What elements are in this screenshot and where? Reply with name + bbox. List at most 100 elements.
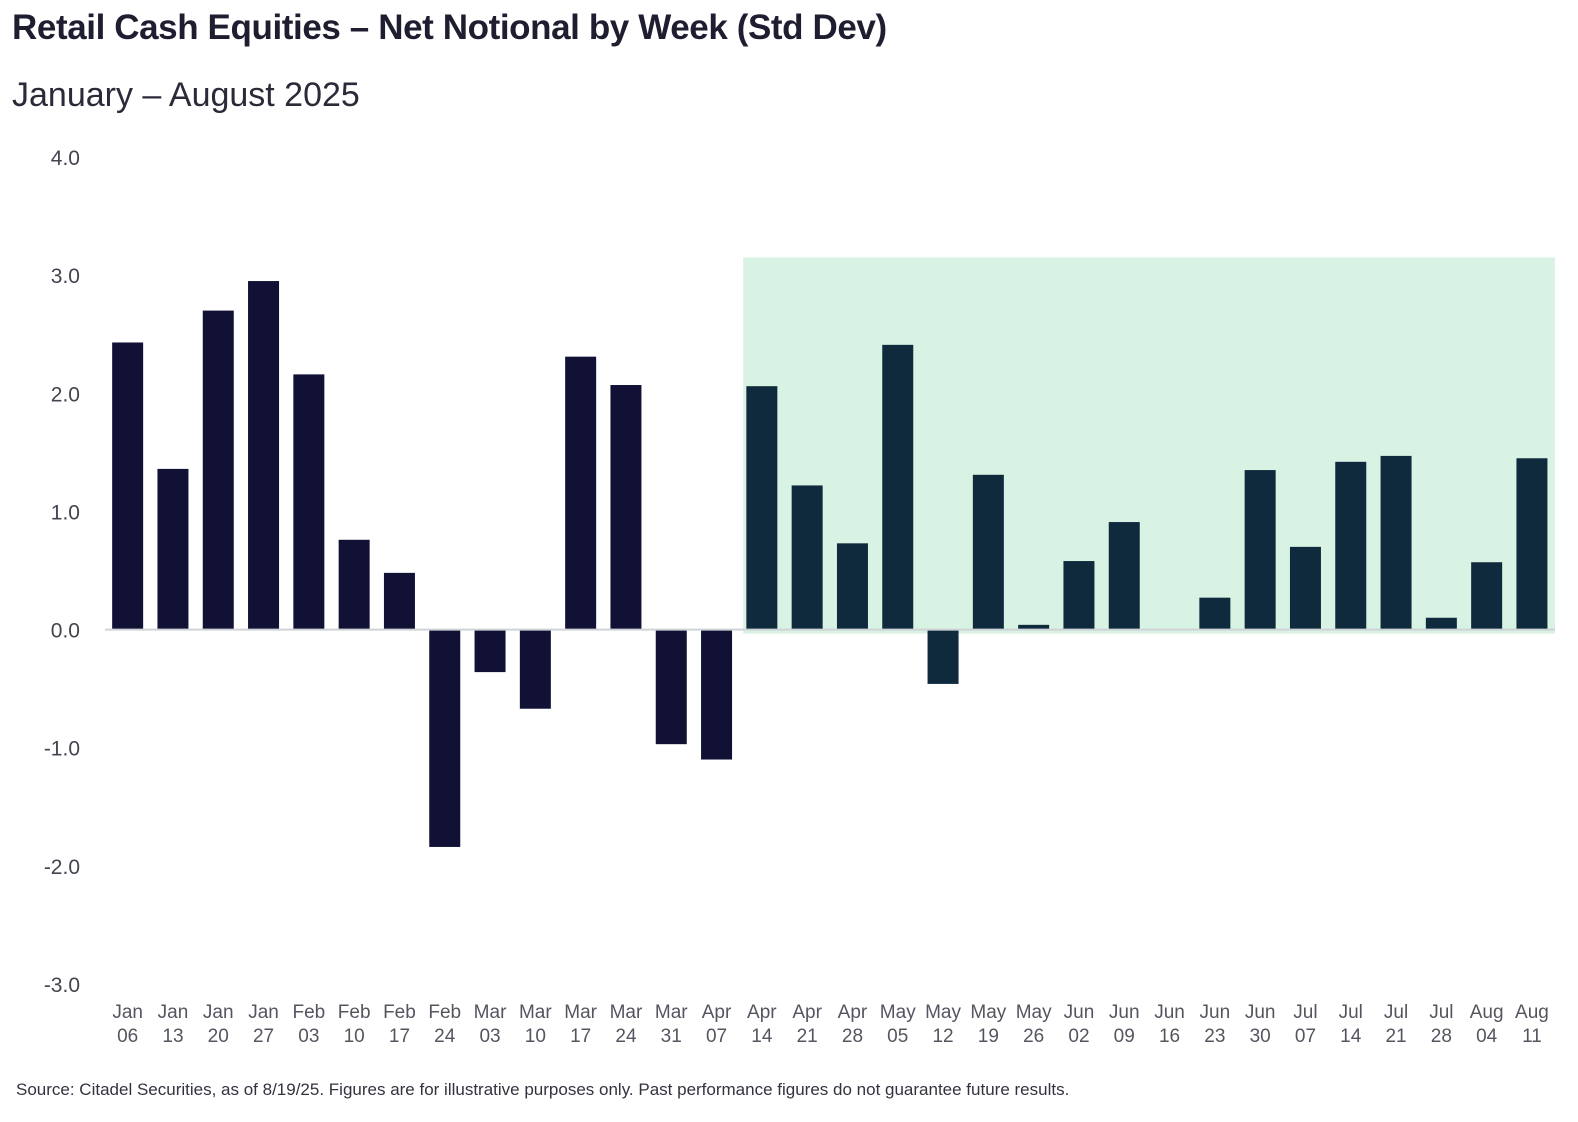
x-tick-label-month: Mar bbox=[474, 1002, 507, 1023]
x-tick-label-day: 20 bbox=[208, 1026, 229, 1047]
x-tick-label-month: Jan bbox=[248, 1002, 279, 1023]
x-tick-label-month: May bbox=[970, 1002, 1006, 1023]
bar-jun-09 bbox=[1108, 522, 1140, 630]
bar-mar-03 bbox=[474, 629, 506, 673]
bar-feb-03 bbox=[293, 374, 325, 630]
y-tick-label: -3.0 bbox=[44, 974, 80, 997]
x-tick-label-month: Jul bbox=[1339, 1002, 1363, 1023]
x-tick-label-day: 10 bbox=[525, 1026, 546, 1047]
bar-jun-02 bbox=[1063, 561, 1095, 630]
y-tick-label: 1.0 bbox=[51, 501, 80, 524]
x-tick-label-day: 23 bbox=[1204, 1026, 1225, 1047]
x-tick-label-day: 21 bbox=[797, 1026, 818, 1047]
x-tick-label-day: 12 bbox=[932, 1026, 953, 1047]
x-tick-label-day: 28 bbox=[1431, 1026, 1452, 1047]
x-tick-label-month: Apr bbox=[838, 1002, 868, 1023]
bar-jul-28 bbox=[1425, 617, 1457, 630]
x-tick-label-day: 28 bbox=[842, 1026, 863, 1047]
x-tick-label-day: 19 bbox=[978, 1026, 999, 1047]
x-tick-label-day: 24 bbox=[434, 1026, 456, 1047]
bar-jul-14 bbox=[1335, 461, 1367, 630]
x-tick-label-month: Feb bbox=[292, 1002, 325, 1023]
x-tick-label-month: Jun bbox=[1200, 1002, 1231, 1023]
x-tick-label-month: Apr bbox=[792, 1002, 822, 1023]
x-tick-label-month: Mar bbox=[564, 1002, 597, 1023]
bar-mar-10 bbox=[519, 629, 551, 709]
x-tick-label-day: 07 bbox=[1295, 1026, 1316, 1047]
x-tick-label-day: 30 bbox=[1250, 1026, 1271, 1047]
x-tick-label-month: Jan bbox=[203, 1002, 234, 1023]
bar-apr-07 bbox=[701, 629, 733, 760]
bar-jun-23 bbox=[1199, 597, 1231, 630]
bar-jun-30 bbox=[1244, 470, 1276, 630]
x-tick-label-month: Jul bbox=[1384, 1002, 1408, 1023]
y-tick-label: 3.0 bbox=[51, 265, 80, 288]
bar-may-26 bbox=[1018, 624, 1050, 630]
x-tick-label-month: May bbox=[1016, 1002, 1052, 1023]
x-tick-label-month: Jun bbox=[1109, 1002, 1140, 1023]
x-tick-label-day: 26 bbox=[1023, 1026, 1044, 1047]
bar-jan-06 bbox=[112, 342, 144, 630]
bar-aug-04 bbox=[1471, 562, 1503, 630]
x-tick-label-day: 05 bbox=[887, 1026, 908, 1047]
x-tick-label-month: May bbox=[880, 1002, 916, 1023]
x-tick-label-month: Jan bbox=[112, 1002, 143, 1023]
bar-apr-28 bbox=[836, 543, 868, 630]
x-tick-label-day: 09 bbox=[1114, 1026, 1135, 1047]
x-tick-label-month: Feb bbox=[338, 1002, 371, 1023]
x-tick-label-month: Jun bbox=[1245, 1002, 1276, 1023]
x-tick-label-month: Mar bbox=[655, 1002, 688, 1023]
x-tick-label-month: Mar bbox=[610, 1002, 643, 1023]
x-tick-label-day: 31 bbox=[661, 1026, 682, 1047]
y-tick-label: 4.0 bbox=[51, 147, 80, 170]
x-tick-label-day: 14 bbox=[1340, 1026, 1362, 1047]
x-tick-label-month: Jul bbox=[1293, 1002, 1317, 1023]
x-tick-label-day: 17 bbox=[570, 1026, 591, 1047]
x-tick-label-day: 24 bbox=[615, 1026, 637, 1047]
bar-mar-31 bbox=[655, 629, 687, 745]
x-tick-label-month: Jun bbox=[1064, 1002, 1095, 1023]
chart-subtitle: January – August 2025 bbox=[12, 76, 360, 114]
x-tick-label-month: Jul bbox=[1429, 1002, 1453, 1023]
bar-apr-14 bbox=[746, 386, 778, 630]
highlight-region bbox=[743, 257, 1555, 634]
bar-feb-10 bbox=[338, 539, 370, 630]
x-tick-label-day: 16 bbox=[1159, 1026, 1180, 1047]
x-tick-label-month: Apr bbox=[747, 1002, 777, 1023]
x-tick-label-day: 27 bbox=[253, 1026, 274, 1047]
bar-mar-24 bbox=[610, 385, 642, 630]
bar-aug-11 bbox=[1516, 458, 1548, 630]
x-tick-label-month: Jun bbox=[1154, 1002, 1185, 1023]
x-tick-label-month: Aug bbox=[1470, 1002, 1504, 1023]
x-tick-label-month: Mar bbox=[519, 1002, 552, 1023]
bar-jul-07 bbox=[1289, 546, 1321, 630]
x-tick-label-day: 03 bbox=[298, 1026, 319, 1047]
x-tick-label-day: 03 bbox=[479, 1026, 500, 1047]
bar-jan-13 bbox=[157, 468, 189, 630]
bar-feb-17 bbox=[383, 572, 415, 630]
x-tick-label-day: 04 bbox=[1476, 1026, 1498, 1047]
x-tick-label-day: 07 bbox=[706, 1026, 727, 1047]
source-note: Source: Citadel Securities, as of 8/19/2… bbox=[16, 1080, 1070, 1099]
x-tick-label-day: 11 bbox=[1522, 1026, 1542, 1047]
x-tick-label-day: 06 bbox=[117, 1026, 138, 1047]
bar-may-12 bbox=[927, 629, 959, 684]
x-tick-label-month: May bbox=[925, 1002, 961, 1023]
bar-jul-21 bbox=[1380, 455, 1412, 630]
x-tick-label-day: 02 bbox=[1068, 1026, 1089, 1047]
bar-jan-20 bbox=[202, 310, 234, 630]
x-tick-label-month: Apr bbox=[702, 1002, 732, 1023]
x-tick-label-day: 17 bbox=[389, 1026, 410, 1047]
x-tick-label-day: 13 bbox=[162, 1026, 183, 1047]
bar-may-05 bbox=[882, 344, 914, 630]
bar-jan-27 bbox=[248, 281, 280, 630]
y-tick-label: 2.0 bbox=[51, 383, 80, 406]
y-tick-label: -2.0 bbox=[44, 856, 80, 879]
bar-may-19 bbox=[972, 474, 1004, 630]
x-tick-label-day: 14 bbox=[751, 1026, 773, 1047]
bar-feb-24 bbox=[429, 629, 461, 847]
x-tick-label-day: 10 bbox=[344, 1026, 365, 1047]
x-tick-label-month: Feb bbox=[428, 1002, 461, 1023]
bar-apr-21 bbox=[791, 485, 823, 630]
